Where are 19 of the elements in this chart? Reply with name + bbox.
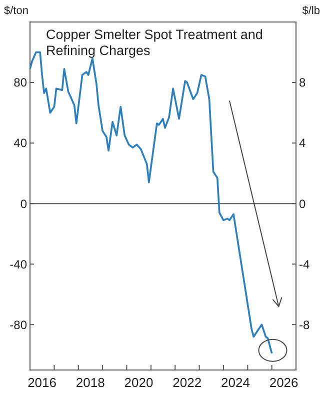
y-tick-label: 40 — [14, 136, 28, 150]
y-tick-label: 80 — [14, 76, 28, 90]
y-axis-title: $/ton — [4, 5, 28, 17]
y2-tick-label: 0 — [299, 196, 306, 211]
x-tick-label: 2018 — [76, 375, 105, 390]
x-tick-label: 2026 — [269, 375, 298, 390]
y2-axis-title: $/lb — [302, 5, 320, 17]
text: Copper Smelter Spot Treatment and Refining Charges — [46, 27, 263, 58]
x-tick-label: 2024 — [221, 375, 250, 390]
y2-tick-label: -8 — [299, 318, 310, 332]
y-tick-label: -80 — [10, 318, 28, 332]
x-tick-label: 2016 — [28, 375, 57, 390]
x-tick-label: 2022 — [172, 375, 202, 390]
y2-tick-label: 4 — [299, 136, 306, 150]
y-tick-label: -40 — [10, 257, 28, 272]
x-tick-label: 2020 — [124, 375, 154, 390]
y2-tick-label: -4 — [299, 257, 310, 272]
y2-tick-label: 8 — [299, 76, 306, 90]
y-tick-label: 0 — [20, 196, 28, 211]
